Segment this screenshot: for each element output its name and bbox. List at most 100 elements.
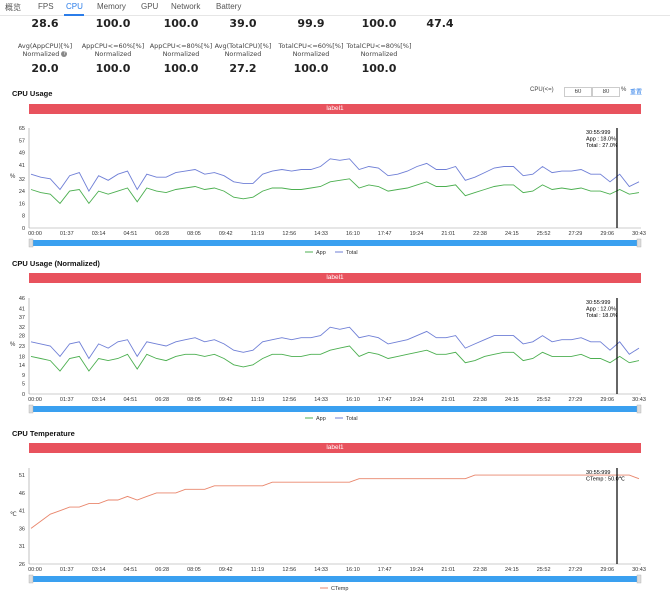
x-tick-label: 16:10 [346, 231, 360, 237]
x-tick-label: 09:42 [219, 397, 233, 403]
stat-value: 99.9 [297, 17, 325, 30]
stat-value: 100.0 [163, 17, 199, 30]
x-tick-label: 06:28 [155, 231, 169, 237]
stat-label: Avg(AppCPU)[%] [17, 42, 73, 50]
x-tick-label: 25:52 [537, 231, 551, 237]
x-tick-label: 00:00 [28, 231, 42, 237]
stat-label: Avg(TotalCPU)[%] [214, 42, 272, 50]
x-tick-label: 12:56 [282, 397, 296, 403]
reset-link[interactable]: 重置 [630, 90, 643, 96]
tab-network[interactable]: Network [171, 2, 201, 11]
series-line-total [30, 326, 640, 360]
stat-card: Avg(AppCPU)[%] Normalized ? 20.0 [5, 42, 85, 75]
cpu-threshold-input-1[interactable] [564, 87, 592, 97]
x-tick-label: 01:37 [60, 397, 74, 403]
cpu-threshold-input-2[interactable] [592, 87, 620, 97]
x-tick-label: 01:37 [60, 567, 74, 573]
stat-label: TotalCPU<=80%[%] [346, 42, 412, 50]
stat-value: 100.0 [95, 17, 131, 30]
stat-sublabel: Normalized [162, 50, 200, 58]
legend-label: App [316, 250, 326, 256]
tab-gpu[interactable]: GPU [141, 2, 159, 11]
x-tick-label: 09:42 [219, 567, 233, 573]
x-tick-label: 25:52 [537, 567, 551, 573]
marker-value-label: Total : 27.0% [586, 143, 618, 149]
x-tick-label: 17:47 [378, 231, 392, 237]
marker-value-label: App : 12.0% [586, 307, 616, 313]
marker-time-label: 30:55:999 [586, 470, 610, 476]
x-tick-label: 03:14 [92, 397, 106, 403]
stat-card: 99.9 [271, 17, 351, 30]
stat-label: AppCPU<=80%[%] [149, 42, 213, 50]
y-tick-label: 18 [19, 354, 25, 360]
stat-value: 39.0 [229, 17, 257, 30]
stat-sublabel: Normalized [292, 50, 330, 58]
x-tick-label: 16:10 [346, 567, 360, 573]
x-tick-label: 24:15 [505, 567, 519, 573]
legend-label: Total [346, 250, 358, 256]
marker-value-label: CTemp : 50.0℃ [586, 477, 626, 483]
zoom-handle-right[interactable] [636, 574, 642, 584]
x-tick-label: 09:42 [219, 231, 233, 237]
x-tick-label: 04:51 [123, 567, 137, 573]
x-tick-label: 00:00 [28, 567, 42, 573]
x-tick-label: 19:24 [410, 567, 424, 573]
tab-battery[interactable]: Battery [216, 2, 242, 11]
series-line-app [30, 178, 640, 205]
series-line-app [30, 345, 640, 372]
cpu-filter: CPU(<=) [530, 87, 554, 93]
x-tick-label: 30:43 [632, 567, 646, 573]
stat-card: 100.0 [73, 17, 153, 30]
marker-value-label: Total : 18.0% [586, 313, 618, 319]
x-tick-label: 16:10 [346, 397, 360, 403]
x-tick-label: 14:33 [314, 567, 328, 573]
y-tick-label: 32 [19, 325, 25, 331]
stat-value: 100.0 [361, 17, 397, 30]
zoom-handle-right[interactable] [636, 404, 642, 414]
tab-cpu[interactable]: CPU [66, 2, 83, 11]
section-title-cpu-temperature: CPU Temperature [12, 429, 75, 438]
y-tick-label: 37 [19, 315, 25, 321]
stat-value: 100.0 [293, 62, 329, 75]
x-tick-label: 04:51 [123, 397, 137, 403]
y-tick-label: 46 [19, 491, 25, 497]
label-band: label1 [29, 273, 641, 283]
stat-value: 100.0 [95, 62, 131, 75]
stat-value: 100.0 [163, 62, 199, 75]
help-icon[interactable]: ? [61, 51, 68, 57]
zoom-handle-left[interactable] [28, 238, 34, 248]
y-tick-label: 0 [22, 226, 25, 232]
tab-overview[interactable]: 概览 [5, 3, 21, 12]
x-tick-label: 19:24 [410, 231, 424, 237]
zoom-handle-left[interactable] [28, 404, 34, 414]
x-tick-label: 04:51 [123, 231, 137, 237]
zoom-handle-right[interactable] [636, 238, 642, 248]
x-tick-label: 08:05 [187, 231, 201, 237]
legend-label: App [316, 416, 326, 422]
cpu-temperature-chart: 26 31 36 41 46 51 ℃ 00:00 01:37 03:14 04:51 06:28 08… [10, 468, 646, 592]
label-band: label1 [29, 443, 641, 453]
zoom-slider-track [31, 240, 639, 246]
x-tick-label: 01:37 [60, 231, 74, 237]
y-tick-label: 65 [19, 126, 25, 132]
x-tick-label: 17:47 [378, 567, 392, 573]
x-tick-label: 06:28 [155, 397, 169, 403]
x-tick-label: 27:29 [569, 397, 583, 403]
y-tick-label: 31 [19, 544, 25, 550]
stat-card: 28.6 [5, 17, 85, 30]
zoom-handle-left[interactable] [28, 574, 34, 584]
stat-card: TotalCPU<=80%[%] Normalized 100.0 [339, 42, 419, 75]
x-tick-label: 12:56 [282, 567, 296, 573]
series-line-total [30, 158, 640, 193]
y-tick-label: 41 [19, 509, 25, 515]
y-tick-label: 32 [19, 177, 25, 183]
tab-memory[interactable]: Memory [97, 2, 126, 11]
x-tick-label: 24:15 [505, 231, 519, 237]
x-tick-label: 11:19 [251, 397, 264, 403]
y-tick-label: 36 [19, 526, 25, 532]
cpu-usage-chart: 0 8 16 24 32 41 49 57 65% 00:00 01:37 03:14 04:51 06:… [10, 126, 646, 256]
stat-card: 47.4 [400, 17, 480, 30]
tab-fps[interactable]: FPS [38, 2, 54, 11]
x-tick-label: 29:06 [600, 567, 614, 573]
stat-card: AppCPU<=60%[%] Normalized 100.0 [73, 42, 153, 75]
